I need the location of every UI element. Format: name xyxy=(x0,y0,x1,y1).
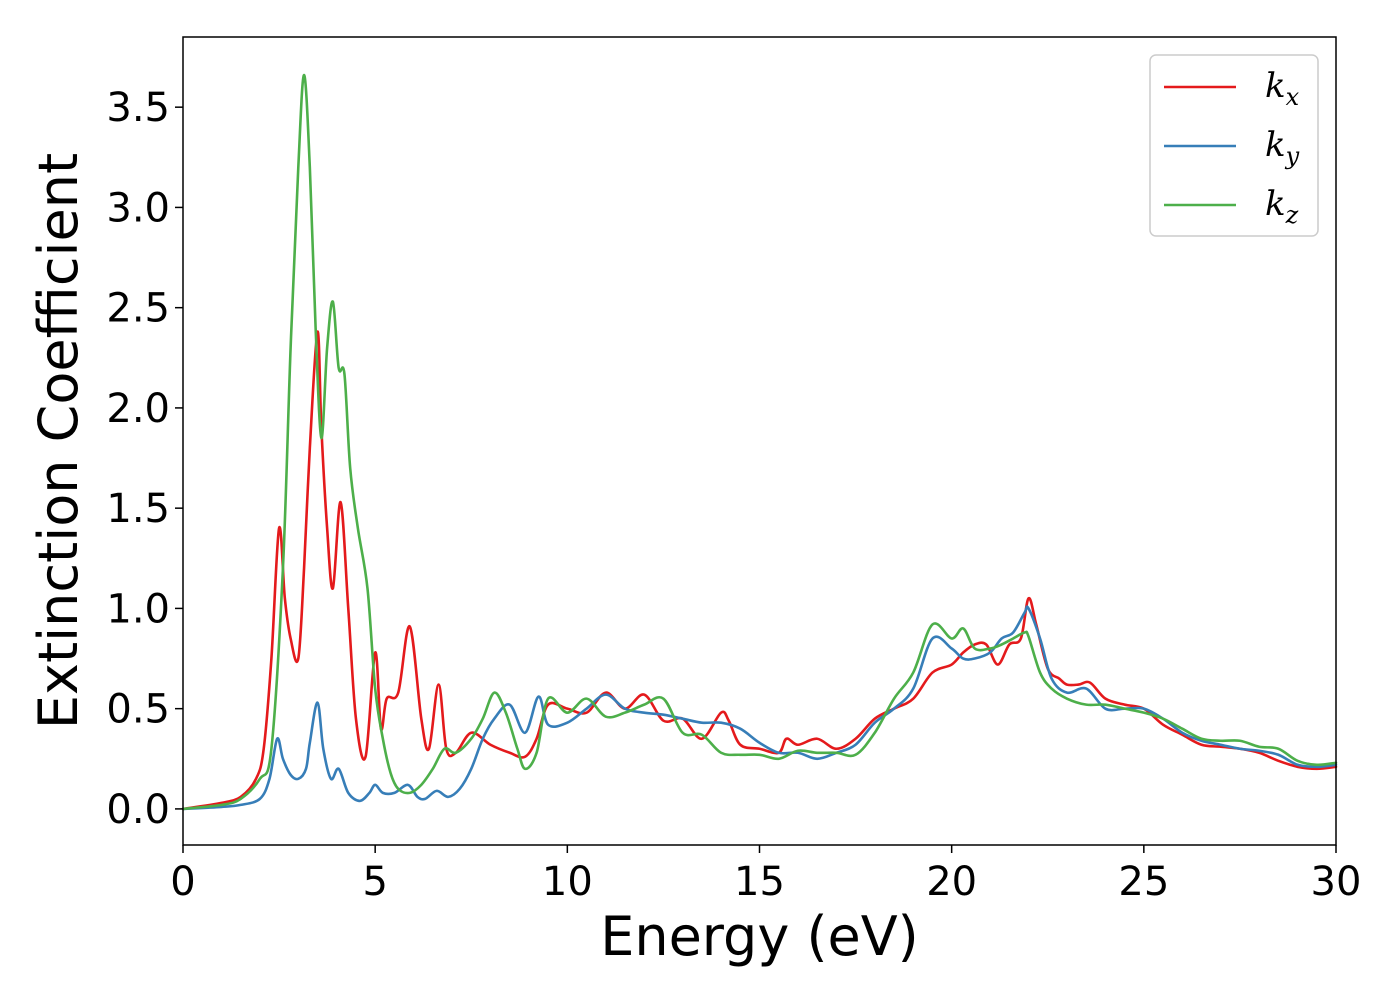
x-tick-label: 15 xyxy=(734,859,785,905)
y-axis-ticks: 0.0 0.5 1.0 1.5 2.0 2.5 3.0 3.5 xyxy=(106,85,183,833)
legend-entries: kx ky kz xyxy=(1164,66,1300,229)
series-line-kx xyxy=(181,330,1338,811)
legend: kx ky kz xyxy=(1149,54,1319,237)
series-layer xyxy=(181,73,1338,811)
legend-label-kz: kz xyxy=(1265,184,1299,229)
y-tick-label: 1.5 xyxy=(106,486,170,532)
series-line-kz xyxy=(181,73,1338,811)
y-tick-label: 3.5 xyxy=(106,85,170,131)
x-axis-ticks: 0 5 10 15 20 25 30 xyxy=(170,845,1361,905)
series-line-ky xyxy=(181,605,1338,811)
y-tick-label: 1.0 xyxy=(106,586,170,632)
x-tick-label: 20 xyxy=(926,859,977,905)
x-tick-label: 5 xyxy=(362,859,387,905)
legend-label-ky: ky xyxy=(1265,125,1300,170)
x-tick-label: 25 xyxy=(1118,859,1169,905)
legend-label-kx: kx xyxy=(1265,66,1300,111)
y-tick-label: 0.0 xyxy=(106,787,170,833)
x-tick-label: 10 xyxy=(542,859,593,905)
y-axis-label: Extinction Coefficient xyxy=(27,153,90,729)
x-tick-label: 30 xyxy=(1311,859,1362,905)
x-axis-label: Energy (eV) xyxy=(600,905,919,968)
x-tick-label: 0 xyxy=(170,859,195,905)
y-tick-label: 2.0 xyxy=(106,386,170,432)
y-tick-label: 0.5 xyxy=(106,687,170,733)
y-tick-label: 3.0 xyxy=(106,185,170,231)
y-tick-label: 2.5 xyxy=(106,286,170,332)
plot-background xyxy=(183,37,1336,845)
